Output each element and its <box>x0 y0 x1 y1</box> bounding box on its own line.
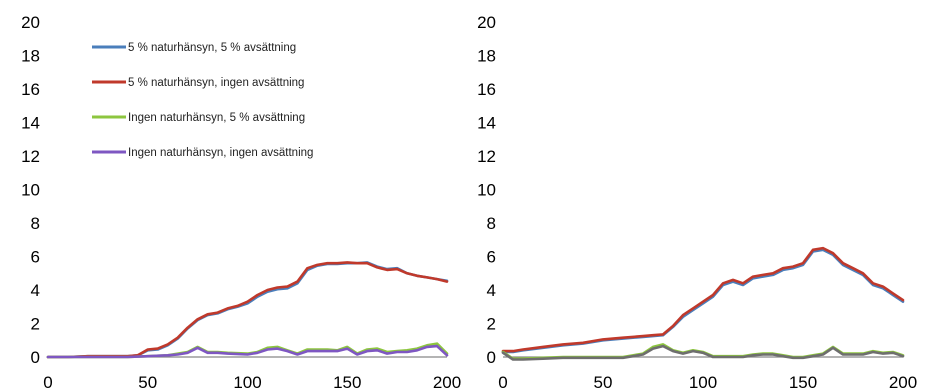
y-tick-label: 14 <box>477 114 496 133</box>
legend-label: 5 % naturhänsyn, 5 % avsättning <box>128 42 296 54</box>
y-tick-label: 2 <box>487 315 496 334</box>
y-tick-label: 4 <box>487 281 496 300</box>
x-tick-label: 0 <box>43 373 52 389</box>
series-line-2 <box>46 261 449 359</box>
y-tick-label: 6 <box>31 248 40 267</box>
y-tick-label: 8 <box>487 214 496 233</box>
y-tick-label: 20 <box>21 13 40 32</box>
y-tick-label: 10 <box>21 181 40 200</box>
y-tick-label: 12 <box>21 147 40 166</box>
y-tick-label: 0 <box>487 348 496 367</box>
legend-label: Ingen naturhänsyn, 5 % avsättning <box>128 112 305 124</box>
x-tick-label: 0 <box>498 373 507 389</box>
legend-label: Ingen naturhänsyn, ingen avsättning <box>128 147 313 159</box>
y-tick-label: 4 <box>31 281 40 300</box>
x-tick-label: 50 <box>594 373 613 389</box>
x-tick-label: 200 <box>889 373 917 389</box>
legend-label: 5 % naturhänsyn, ingen avsättning <box>128 77 304 89</box>
y-tick-label: 2 <box>31 315 40 334</box>
x-tick-label: 150 <box>789 373 817 389</box>
y-tick-label: 6 <box>487 248 496 267</box>
y-tick-label: 16 <box>21 80 40 99</box>
series-line-4 <box>501 344 905 361</box>
y-tick-label: 12 <box>477 147 496 166</box>
x-tick-label: 150 <box>333 373 361 389</box>
y-tick-label: 0 <box>31 348 40 367</box>
x-tick-label: 100 <box>233 373 261 389</box>
y-tick-label: 18 <box>477 47 496 66</box>
y-tick-label: 10 <box>477 181 496 200</box>
y-tick-label: 14 <box>21 114 40 133</box>
series-line-1 <box>46 261 449 359</box>
x-tick-label: 100 <box>689 373 717 389</box>
x-tick-label: 200 <box>433 373 461 389</box>
y-tick-label: 16 <box>477 80 496 99</box>
y-tick-label: 20 <box>477 13 496 32</box>
y-tick-label: 8 <box>31 214 40 233</box>
y-tick-label: 18 <box>21 47 40 66</box>
series-line-2 <box>501 246 905 353</box>
x-tick-label: 50 <box>138 373 157 389</box>
series-line-4 <box>46 344 449 359</box>
